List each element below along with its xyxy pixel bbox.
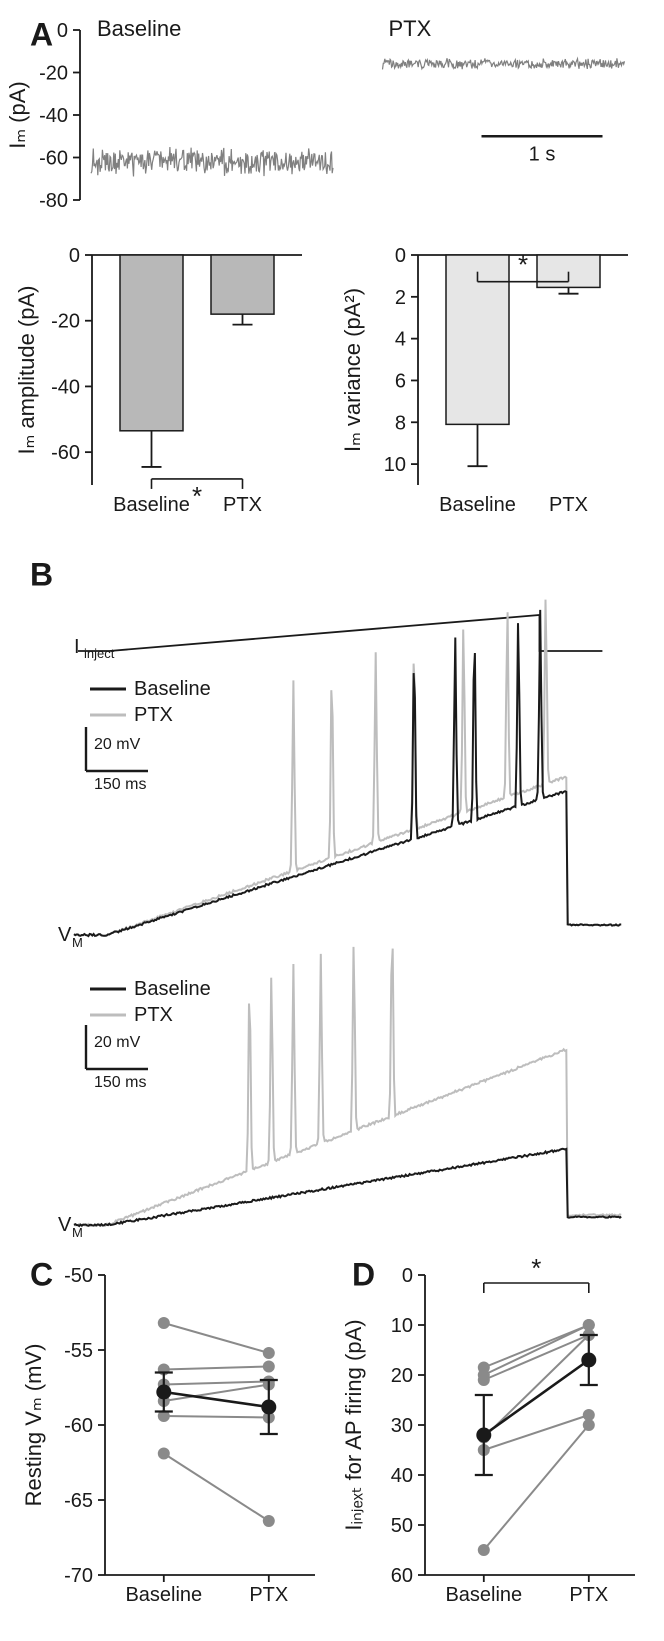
- a-trace: [383, 58, 625, 69]
- sig-star: *: [518, 250, 528, 280]
- scalebar-mv: 20 mV: [94, 736, 141, 753]
- scatter-ytick: -60: [64, 1415, 93, 1437]
- bar-ytick: 10: [384, 454, 406, 476]
- bar: [120, 255, 183, 431]
- bar-xcat: PTX: [549, 494, 588, 516]
- scatter-xcat: Baseline: [125, 1584, 202, 1606]
- vm-label-sub-2: M: [72, 1225, 83, 1240]
- a-top-ylabel: Iₘ (pA): [5, 81, 30, 149]
- scatter-ytick: 20: [391, 1365, 413, 1387]
- panel-letter-A: A: [30, 17, 53, 53]
- bar-ytick: 4: [395, 329, 406, 351]
- scatter-ytick: 40: [391, 1465, 413, 1487]
- bar-ytick: 6: [395, 370, 406, 392]
- scatter-mean: [581, 1353, 596, 1368]
- bar-ytick: 0: [69, 245, 80, 267]
- scatter-point: [478, 1544, 490, 1556]
- bar: [211, 255, 274, 314]
- a-top-ytick: 0: [57, 20, 68, 42]
- a-top-ytick: -60: [39, 148, 68, 170]
- scatter-point: [263, 1515, 275, 1527]
- a-scalebar-label: 1 s: [529, 143, 556, 165]
- scatter-ytick: 0: [402, 1265, 413, 1287]
- bar-ytick: -20: [51, 311, 80, 333]
- panel-letter-D: D: [352, 1257, 375, 1293]
- sig-star: *: [192, 481, 202, 511]
- vm-trace: [74, 610, 621, 936]
- bar-ytick: 2: [395, 287, 406, 309]
- scatter-point: [263, 1361, 275, 1373]
- scatter-xcat: PTX: [249, 1584, 288, 1606]
- scatter-ytick: -70: [64, 1565, 93, 1587]
- scatter-ylabel: Resting Vₘ (mV): [21, 1344, 46, 1507]
- figure-root: A B C D 0 -20 -40 -60 -80 Iₘ (pA) Baseline PTX 1 s 0 -…: [0, 0, 664, 1641]
- a-trace-title-baseline: Baseline: [97, 16, 181, 41]
- legend-ptx: PTX: [134, 1004, 173, 1026]
- vm-label-2: V: [58, 1214, 72, 1236]
- legend-baseline: Baseline: [134, 678, 211, 700]
- scatter-point: [583, 1319, 595, 1331]
- bar: [537, 255, 600, 287]
- figure-svg: A B C D 0 -20 -40 -60 -80 Iₘ (pA) Baseline PTX 1 s 0 -…: [0, 0, 664, 1641]
- inject-ramp: [78, 615, 602, 651]
- bar-ytick: -40: [51, 376, 80, 398]
- legend-ptx: PTX: [134, 704, 173, 726]
- panel-letter-C: C: [30, 1257, 53, 1293]
- scatter-xcat: Baseline: [445, 1584, 522, 1606]
- panel-letter-B: B: [30, 557, 53, 593]
- scalebar-ms: 150 ms: [94, 776, 146, 793]
- bar-ytick: -60: [51, 442, 80, 464]
- a-top-ytick: -20: [39, 63, 68, 85]
- a-top-ytick: -40: [39, 105, 68, 127]
- scatter-point: [263, 1347, 275, 1359]
- scatter-mean: [476, 1428, 491, 1443]
- bar-ytick: 0: [395, 245, 406, 267]
- scatter-mean: [261, 1400, 276, 1415]
- vm-trace-baseline-lower: [74, 1149, 621, 1226]
- inject-label: I: [74, 636, 80, 658]
- scalebar-mv-2: 20 mV: [94, 1034, 141, 1051]
- sig-star: *: [531, 1253, 541, 1283]
- a-top-ytick: -80: [39, 190, 68, 212]
- bar-ylabel: Iₘ amplitude (pA): [14, 286, 39, 455]
- vm-label-sub: M: [72, 935, 83, 950]
- scatter-point: [478, 1362, 490, 1374]
- scatter-ytick: -55: [64, 1340, 93, 1362]
- vm-label: V: [58, 924, 72, 946]
- scatter-ytick: 60: [391, 1565, 413, 1587]
- bar-xcat: PTX: [223, 494, 262, 516]
- legend-baseline: Baseline: [134, 978, 211, 1000]
- scatter-ytick: 30: [391, 1415, 413, 1437]
- bar-ytick: 8: [395, 412, 406, 434]
- scatter-ytick: 50: [391, 1515, 413, 1537]
- scatter-ytick: -65: [64, 1490, 93, 1512]
- inject-label-sub: inject: [84, 646, 115, 661]
- scatter-mean: [156, 1385, 171, 1400]
- scatter-ytick: 10: [391, 1315, 413, 1337]
- bar-xcat: Baseline: [439, 494, 516, 516]
- scatter-point: [583, 1409, 595, 1421]
- scalebar-ms-2: 150 ms: [94, 1074, 146, 1091]
- scatter-ylabel: Iᵢₙⱼₑₓₜ for AP firing (pA): [341, 1319, 366, 1530]
- scatter-point: [158, 1448, 170, 1460]
- a-trace-title-ptx: PTX: [389, 16, 432, 41]
- bar-xcat: Baseline: [113, 494, 190, 516]
- bar-ylabel: Iₘ variance (pA²): [340, 288, 365, 452]
- scatter-point: [158, 1317, 170, 1329]
- scatter-ytick: -50: [64, 1265, 93, 1287]
- scatter-xcat: PTX: [569, 1584, 608, 1606]
- a-trace: [91, 147, 333, 177]
